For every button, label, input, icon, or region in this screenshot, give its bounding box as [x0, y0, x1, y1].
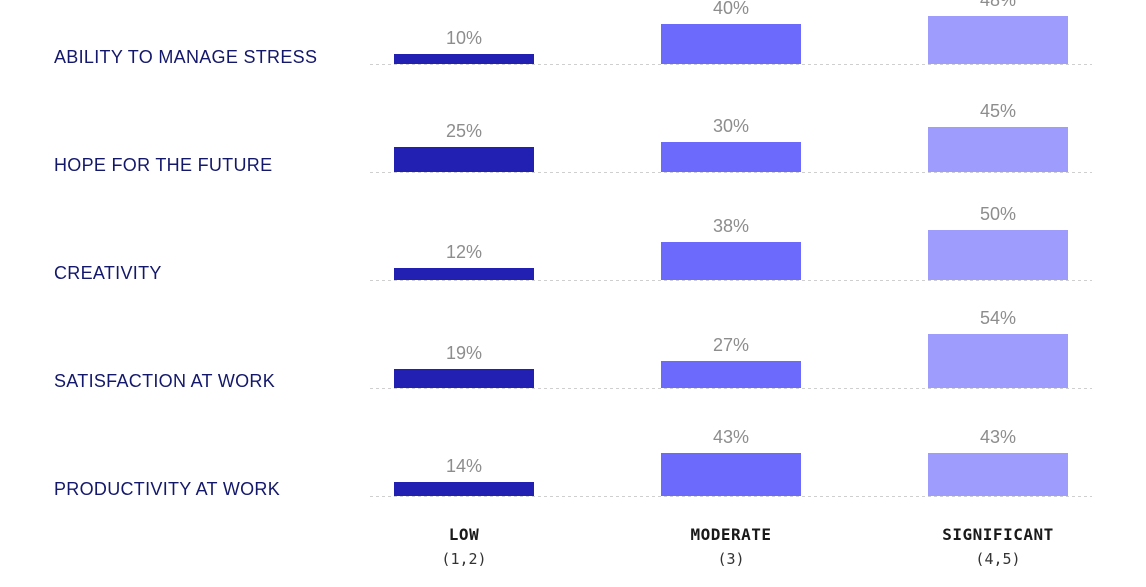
bar-moderate [661, 361, 801, 388]
row-satisfaction-at-work: SATISFACTION AT WORK 19% 27% 54% [54, 308, 1092, 391]
value-label: 30% [713, 116, 749, 136]
category-label: SATISFACTION AT WORK [54, 371, 275, 391]
value-label: 54% [980, 308, 1016, 328]
row-hope-for-the-future: HOPE FOR THE FUTURE 25% 30% 45% [54, 101, 1092, 175]
bar-significant [928, 230, 1068, 280]
value-label: 40% [713, 0, 749, 18]
category-label: HOPE FOR THE FUTURE [54, 155, 272, 175]
bar-moderate [661, 142, 801, 172]
value-label: 10% [446, 28, 482, 48]
category-label: CREATIVITY [54, 263, 162, 283]
row-productivity-at-work: PRODUCTIVITY AT WORK 14% 43% 43% [54, 427, 1092, 499]
bar-significant [928, 16, 1068, 64]
value-label: 27% [713, 335, 749, 355]
value-label: 50% [980, 204, 1016, 224]
column-subtitle-significant: (4,5) [975, 550, 1020, 568]
value-label: 38% [713, 216, 749, 236]
value-label: 25% [446, 121, 482, 141]
bar-low [394, 369, 534, 388]
value-label: 48% [980, 0, 1016, 10]
column-subtitle-low: (1,2) [441, 550, 486, 568]
bar-significant [928, 453, 1068, 496]
row-creativity: CREATIVITY 12% 38% 50% [54, 204, 1092, 283]
column-headers: LOW (1,2) MODERATE (3) SIGNIFICANT (4,5) [441, 525, 1053, 568]
bar-moderate [661, 242, 801, 280]
bar-moderate [661, 24, 801, 64]
bar-low [394, 482, 534, 496]
value-label: 43% [713, 427, 749, 447]
bar-low [394, 268, 534, 280]
bar-significant [928, 334, 1068, 388]
value-label: 12% [446, 242, 482, 262]
column-subtitle-moderate: (3) [717, 550, 744, 568]
category-label: PRODUCTIVITY AT WORK [54, 479, 280, 499]
value-label: 45% [980, 101, 1016, 121]
bar-low [394, 54, 534, 64]
category-label: ABILITY TO MANAGE STRESS [54, 47, 317, 67]
chart-rows: ABILITY TO MANAGE STRESS 10% 40% 48% HOPE FO… [54, 0, 1092, 499]
value-label: 43% [980, 427, 1016, 447]
value-label: 14% [446, 456, 482, 476]
column-title-significant: SIGNIFICANT [942, 525, 1053, 544]
bar-moderate [661, 453, 801, 496]
column-title-low: LOW [449, 525, 479, 544]
value-label: 19% [446, 343, 482, 363]
bar-low [394, 147, 534, 172]
bar-significant [928, 127, 1068, 172]
row-ability-to-manage-stress: ABILITY TO MANAGE STRESS 10% 40% 48% [54, 0, 1092, 67]
column-title-moderate: MODERATE [690, 525, 771, 544]
